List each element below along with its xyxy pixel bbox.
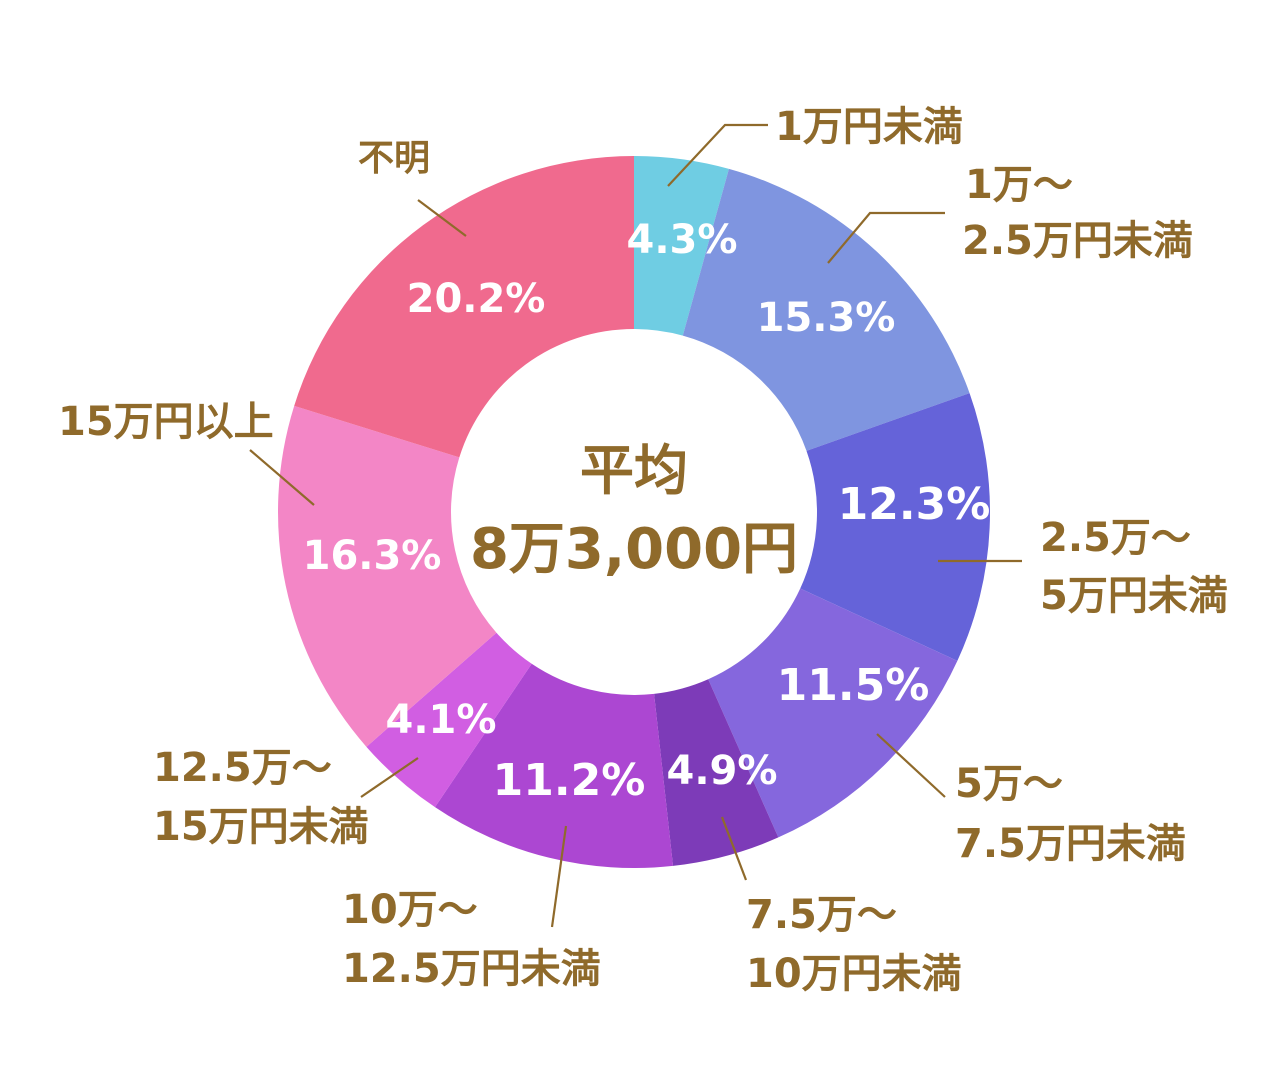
category-label-3-line-1: 2.5万～ <box>1040 515 1191 561</box>
leader-line-9 <box>417 199 467 237</box>
slice-1 <box>634 156 729 336</box>
category-label-1-line-1: 1万円未満 <box>775 104 963 150</box>
category-label-4-line-1: 5万～ <box>955 761 1063 807</box>
category-label-9-line-1: 不明 <box>358 138 430 179</box>
category-label-8-line-1: 15万円以上 <box>58 399 274 445</box>
category-label-7-line-1: 12.5万～ <box>153 745 332 791</box>
slice-6 <box>434 663 674 868</box>
center-title: 平均 <box>580 439 688 502</box>
slice-2 <box>682 168 970 451</box>
leader-line-4 <box>876 733 946 798</box>
category-label-4-line-2: 7.5万円未満 <box>955 821 1186 867</box>
leader-line-6 <box>550 825 568 928</box>
category-label-6-line-2: 12.5万円未満 <box>342 946 601 992</box>
percent-label-9: 20.2% <box>407 276 546 322</box>
leader-line-1 <box>667 123 768 187</box>
percent-label-4: 11.5% <box>777 660 930 711</box>
category-label-5-line-1: 7.5万～ <box>746 892 897 938</box>
slice-4 <box>708 588 958 838</box>
percent-label-5: 4.9% <box>667 748 778 794</box>
category-label-6-line-1: 10万～ <box>342 887 478 933</box>
percent-labels-group: 4.3% 15.3% 12.3% 11.5% 4.9% 11.2% 4.1% 16.3% 20.… <box>303 217 991 806</box>
slice-8 <box>277 405 497 747</box>
slice-7 <box>366 632 532 808</box>
leader-line-2 <box>827 211 945 264</box>
category-label-7-line-2: 15万円未満 <box>153 804 369 850</box>
category-label-2-line-1: 1万～ <box>965 162 1073 208</box>
slice-5 <box>654 679 779 866</box>
category-label-3-line-2: 5万円未満 <box>1040 573 1228 619</box>
leader-line-7 <box>360 757 419 798</box>
category-label-5-line-2: 10万円未満 <box>746 951 962 997</box>
leader-line-8 <box>249 449 315 506</box>
percent-label-7: 4.1% <box>386 697 497 743</box>
slice-9 <box>294 155 634 458</box>
leader-line-5 <box>720 816 748 881</box>
center-label: 平均 8万3,000円 <box>470 439 798 582</box>
percent-label-1: 4.3% <box>627 217 738 263</box>
center-average-value: 8万3,000円 <box>470 517 798 582</box>
percent-label-3: 12.3% <box>838 479 991 530</box>
percent-label-8: 16.3% <box>303 533 442 579</box>
slice-3 <box>800 393 990 661</box>
slices-group <box>277 155 990 868</box>
category-label-2-line-2: 2.5万円未満 <box>962 218 1193 264</box>
percent-label-2: 15.3% <box>757 295 896 341</box>
leader-lines-group <box>249 123 1022 928</box>
percent-label-6: 11.2% <box>493 755 646 806</box>
